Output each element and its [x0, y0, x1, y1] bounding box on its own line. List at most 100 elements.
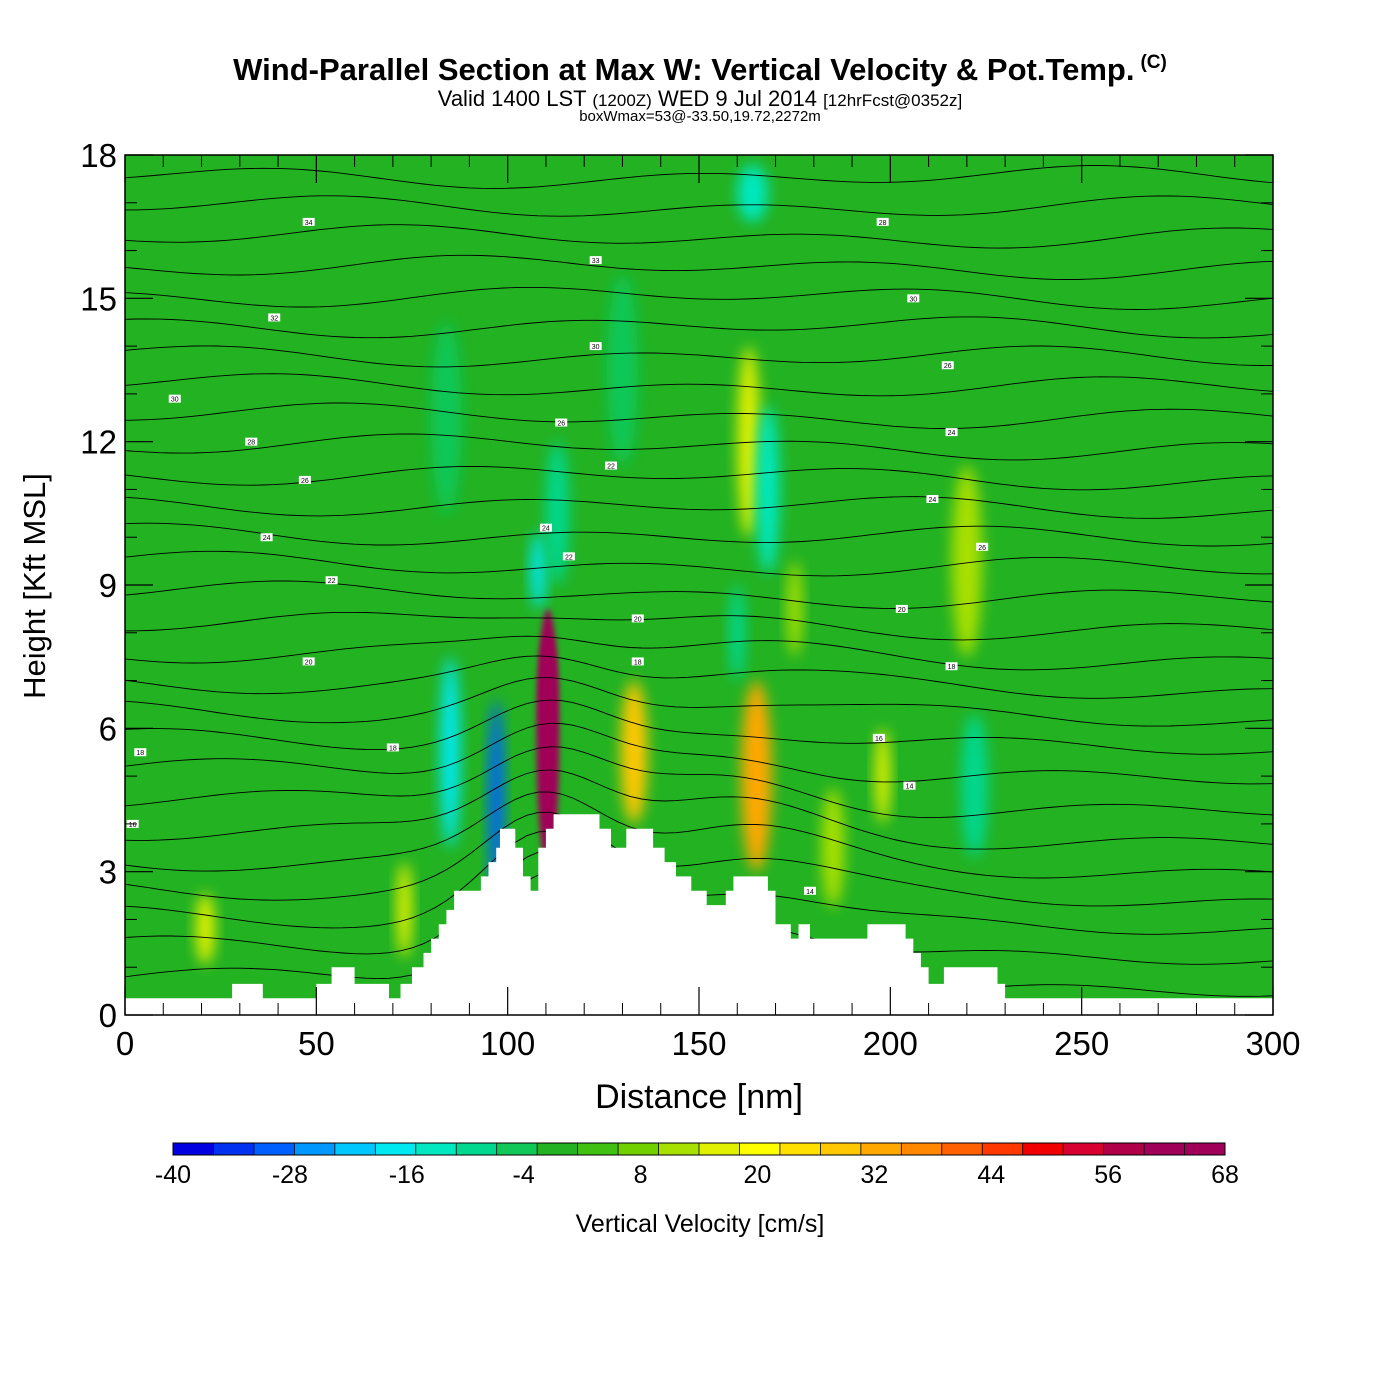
boxwmax-info: boxWmax=53@-33.50,19.72,2272m: [579, 108, 821, 125]
colorbar-tick-label: 68: [1211, 1161, 1239, 1189]
pot-temp-contour: [125, 195, 1273, 217]
svg-text:18: 18: [389, 745, 397, 752]
svg-text:28: 28: [247, 440, 255, 447]
valid-utc: (1200Z): [592, 91, 652, 110]
colorbar-swatch: [1103, 1143, 1145, 1155]
colorbar-swatch: [456, 1143, 498, 1155]
pot-temp-contour: [125, 433, 1273, 461]
pot-temp-contour: [125, 345, 1273, 368]
pot-temp-contour: [125, 580, 1273, 609]
pot-temp-contour: [125, 402, 1273, 429]
y-tick-label: 15: [80, 280, 117, 317]
svg-text:14: 14: [906, 784, 914, 791]
velocity-feature: [756, 405, 780, 574]
x-tick-label: 150: [671, 1025, 726, 1062]
contour-label: 24: [945, 428, 958, 437]
velocity-features: [195, 164, 988, 965]
y-axis-label: Height [Kft MSL]: [17, 473, 52, 699]
contour-label: 30: [168, 394, 181, 404]
velocity-feature: [951, 465, 983, 657]
x-tick-label: 0: [116, 1025, 134, 1062]
contour-label: 22: [325, 576, 338, 585]
contour-label: 28: [876, 217, 889, 227]
contour-label: 18: [386, 743, 399, 752]
colorbar-swatch: [860, 1143, 902, 1155]
velocity-field-background: [125, 155, 1273, 1015]
x-tick-label: 50: [298, 1025, 335, 1062]
pot-temp-contour: [125, 550, 1273, 577]
x-tick-label: 200: [863, 1025, 918, 1062]
svg-text:30: 30: [909, 296, 917, 303]
x-axis-label: Distance [nm]: [595, 1078, 803, 1116]
terrain: [125, 814, 1273, 1015]
velocity-feature: [440, 656, 461, 848]
colorbar-tick-label: 44: [977, 1161, 1005, 1189]
pot-temp-contour: [125, 316, 1273, 339]
y-tick-label: 12: [80, 424, 117, 461]
colorbar-swatch: [901, 1143, 943, 1155]
colorbar-swatch: [779, 1143, 821, 1155]
colorbar-swatch: [820, 1143, 862, 1155]
colorbar-tick-label: 56: [1094, 1161, 1122, 1189]
colorbar-swatch: [1144, 1143, 1186, 1155]
x-tick-label: 250: [1054, 1025, 1109, 1062]
svg-text:28: 28: [879, 220, 887, 227]
chart-title: Wind-Parallel Section at Max W: Vertical…: [0, 52, 1400, 88]
y-tick-label: 0: [99, 997, 117, 1034]
colorbar: -40 -28 -16 -4 8 20 32 44 56 68: [155, 1142, 1239, 1189]
forecast-info: [12hrFcst@0352z]: [823, 91, 963, 110]
colorbar-tick-label: -28: [272, 1161, 308, 1189]
colorbar-swatch: [699, 1143, 740, 1155]
velocity-feature: [961, 714, 988, 858]
contour-label: 24: [539, 523, 552, 533]
y-tick-label: 3: [99, 854, 117, 891]
x-tick-label: 100: [480, 1025, 535, 1062]
colorbar-swatch: [739, 1143, 781, 1155]
velocity-feature: [729, 585, 745, 681]
colorbar-tick-label: 32: [860, 1161, 888, 1189]
pot-temp-labels: 34 32 30 28 26 24 22 20 18 16 18 33 30 26 22 24 22 20 18 28…: [126, 217, 989, 896]
pot-temp-contour: [125, 655, 1273, 699]
colorbar-swatch: [1022, 1143, 1064, 1155]
velocity-feature: [530, 532, 546, 609]
svg-text:26: 26: [557, 421, 565, 428]
pot-temp-contour: [125, 224, 1273, 249]
svg-text:33: 33: [592, 258, 600, 265]
colorbar-swatch: [618, 1143, 660, 1155]
svg-text:30: 30: [592, 344, 600, 351]
contour-label: 16: [872, 733, 885, 743]
svg-text:24: 24: [542, 526, 550, 533]
svg-text:20: 20: [898, 607, 906, 614]
velocity-feature: [737, 164, 768, 222]
y-axis: 0 3 6 9 12 15 18: [80, 137, 1273, 1034]
colorbar-swatch: [1063, 1143, 1105, 1155]
pot-temp-contour: [125, 635, 1273, 671]
colorbar-swatch: [294, 1143, 336, 1155]
contour-label: 26: [941, 361, 954, 370]
svg-text:24: 24: [948, 430, 956, 437]
velocity-feature: [607, 274, 638, 466]
contour-label: 30: [589, 342, 602, 351]
valid-time: Valid 1400 LST: [437, 86, 587, 111]
valid-date: WED 9 Jul 2014: [657, 86, 817, 111]
pot-temp-contour: [125, 496, 1273, 519]
copyright-mark: (C): [1140, 52, 1167, 73]
velocity-feature: [396, 862, 413, 958]
colorbar-swatch: [577, 1143, 619, 1155]
svg-text:16: 16: [875, 736, 883, 743]
colorbar-swatch: [415, 1143, 457, 1155]
svg-text:22: 22: [565, 554, 573, 561]
velocity-feature: [821, 788, 845, 908]
svg-text:22: 22: [328, 578, 336, 585]
colorbar-tick-label: -16: [389, 1161, 425, 1189]
colorbar-label: Vertical Velocity [cm/s]: [576, 1210, 825, 1238]
contour-label: 18: [945, 662, 958, 671]
velocity-feature: [620, 680, 648, 824]
colorbar-swatch: [941, 1143, 983, 1155]
contour-label: 14: [803, 886, 816, 896]
contour-label: 32: [268, 313, 281, 322]
colorbar-swatch: [334, 1143, 376, 1155]
contour-label: 28: [245, 437, 258, 447]
svg-text:14: 14: [806, 889, 814, 896]
svg-text:26: 26: [301, 478, 309, 485]
